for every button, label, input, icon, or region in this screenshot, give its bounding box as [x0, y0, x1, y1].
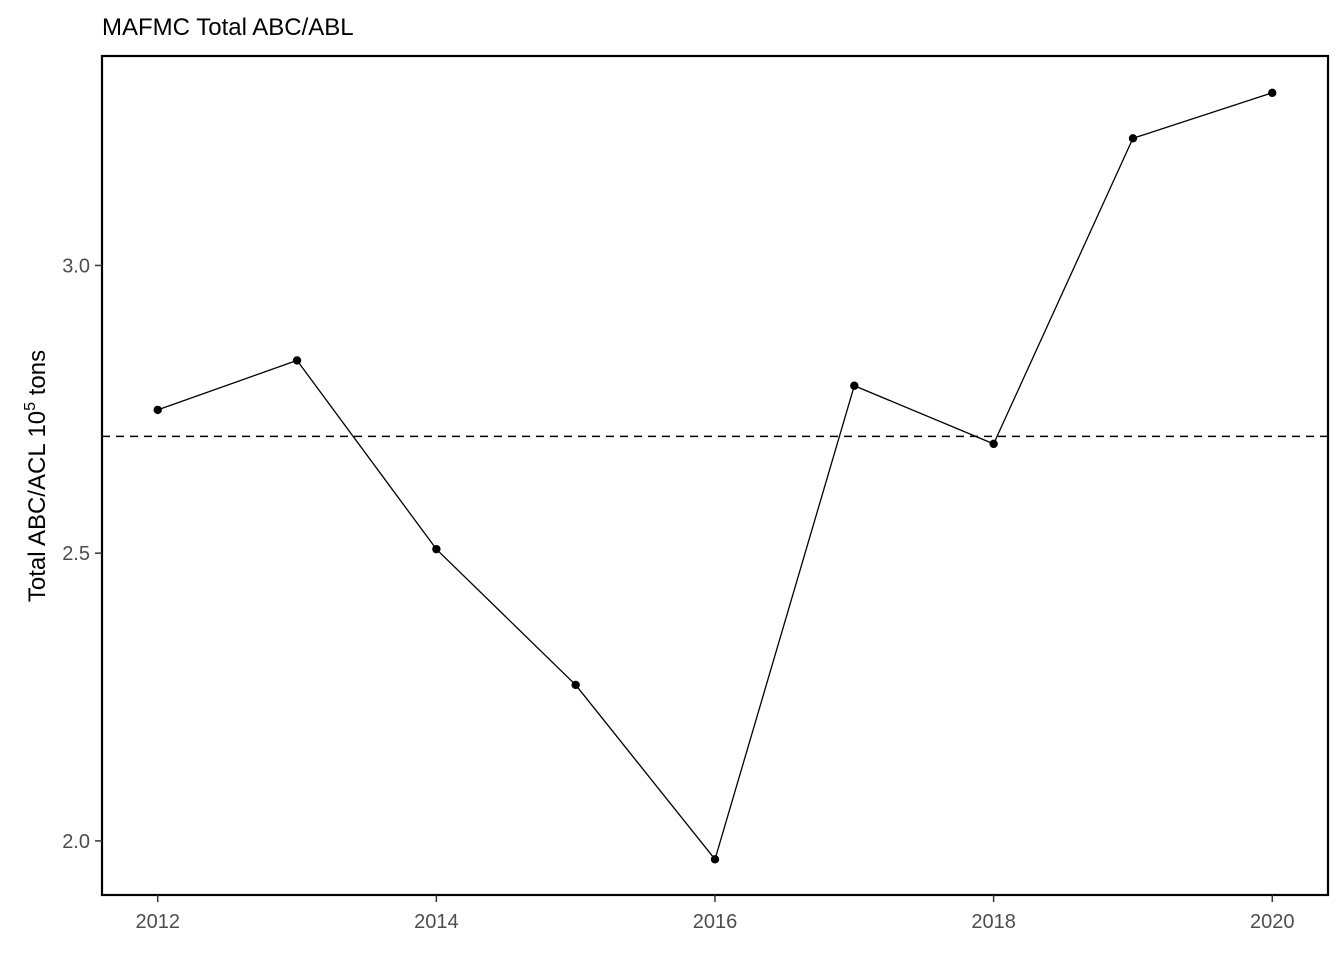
y-axis-title-suffix: tons [24, 350, 51, 402]
x-tick-label: 2014 [414, 911, 459, 933]
x-tick-label: 2012 [135, 911, 180, 933]
y-axis-title: Total ABC/ACL 105 tons [22, 350, 51, 602]
y-tick-label: 2.5 [62, 543, 90, 565]
y-tick-label: 2.0 [62, 831, 90, 853]
data-point [571, 680, 580, 690]
series-line-segment [296, 360, 437, 550]
data-point [292, 356, 302, 365]
series-line-segment [1132, 92, 1273, 139]
y-tick-label: 3.0 [62, 255, 90, 277]
series-line-segment [714, 385, 855, 860]
series-line-segment [854, 385, 994, 445]
y-axis-title-prefix: Total ABC/ACL 10 [24, 411, 51, 602]
series-line-segment [157, 359, 298, 411]
data-point [710, 855, 720, 864]
series-line-segment [575, 684, 716, 860]
x-tick-label: 2018 [971, 911, 1016, 933]
data-point [432, 544, 441, 554]
data-point [850, 381, 859, 390]
series-line-segment [993, 138, 1134, 445]
chart-title: MAFMC Total ABC/ABL [102, 14, 354, 41]
data-point [1268, 88, 1277, 98]
series-line-segment [435, 548, 577, 686]
data-point [153, 405, 162, 415]
data-point [989, 439, 998, 449]
data-point [1128, 134, 1138, 143]
plot-frame [100, 54, 1330, 897]
plot-area: 2012 2014 2016 2018 2020 2.0 2.5 3.0 [62, 54, 1330, 933]
x-tick-label: 2020 [1250, 911, 1295, 933]
x-tick-label: 2016 [693, 911, 738, 933]
y-axis-title-superscript: 5 [22, 402, 39, 411]
